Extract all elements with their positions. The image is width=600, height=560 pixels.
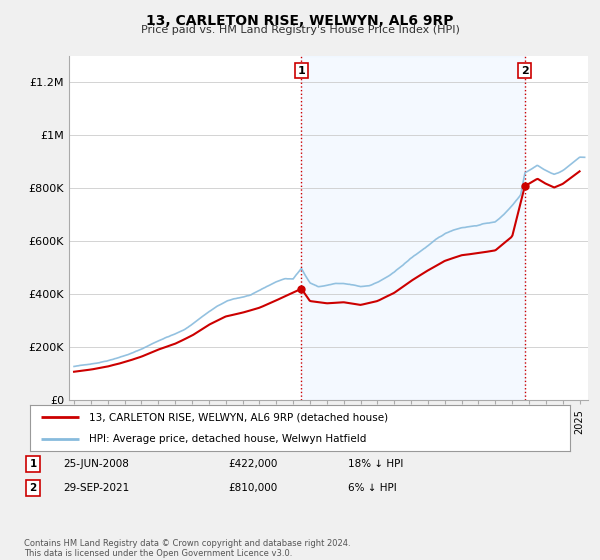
Text: Price paid vs. HM Land Registry's House Price Index (HPI): Price paid vs. HM Land Registry's House … (140, 25, 460, 35)
Text: HPI: Average price, detached house, Welwyn Hatfield: HPI: Average price, detached house, Welw… (89, 435, 367, 444)
Text: 25-JUN-2008: 25-JUN-2008 (63, 459, 129, 469)
Text: Contains HM Land Registry data © Crown copyright and database right 2024.
This d: Contains HM Land Registry data © Crown c… (24, 539, 350, 558)
Text: 18% ↓ HPI: 18% ↓ HPI (348, 459, 403, 469)
Text: 1: 1 (298, 66, 305, 76)
Bar (301, 56, 525, 400)
Text: 1: 1 (29, 459, 37, 469)
Text: £810,000: £810,000 (228, 483, 277, 493)
Text: 2: 2 (521, 66, 529, 76)
Text: 2: 2 (29, 483, 37, 493)
Text: 6% ↓ HPI: 6% ↓ HPI (348, 483, 397, 493)
Text: £422,000: £422,000 (228, 459, 277, 469)
Text: 13, CARLETON RISE, WELWYN, AL6 9RP: 13, CARLETON RISE, WELWYN, AL6 9RP (146, 14, 454, 28)
Text: 13, CARLETON RISE, WELWYN, AL6 9RP (detached house): 13, CARLETON RISE, WELWYN, AL6 9RP (deta… (89, 412, 389, 422)
Text: 29-SEP-2021: 29-SEP-2021 (63, 483, 129, 493)
